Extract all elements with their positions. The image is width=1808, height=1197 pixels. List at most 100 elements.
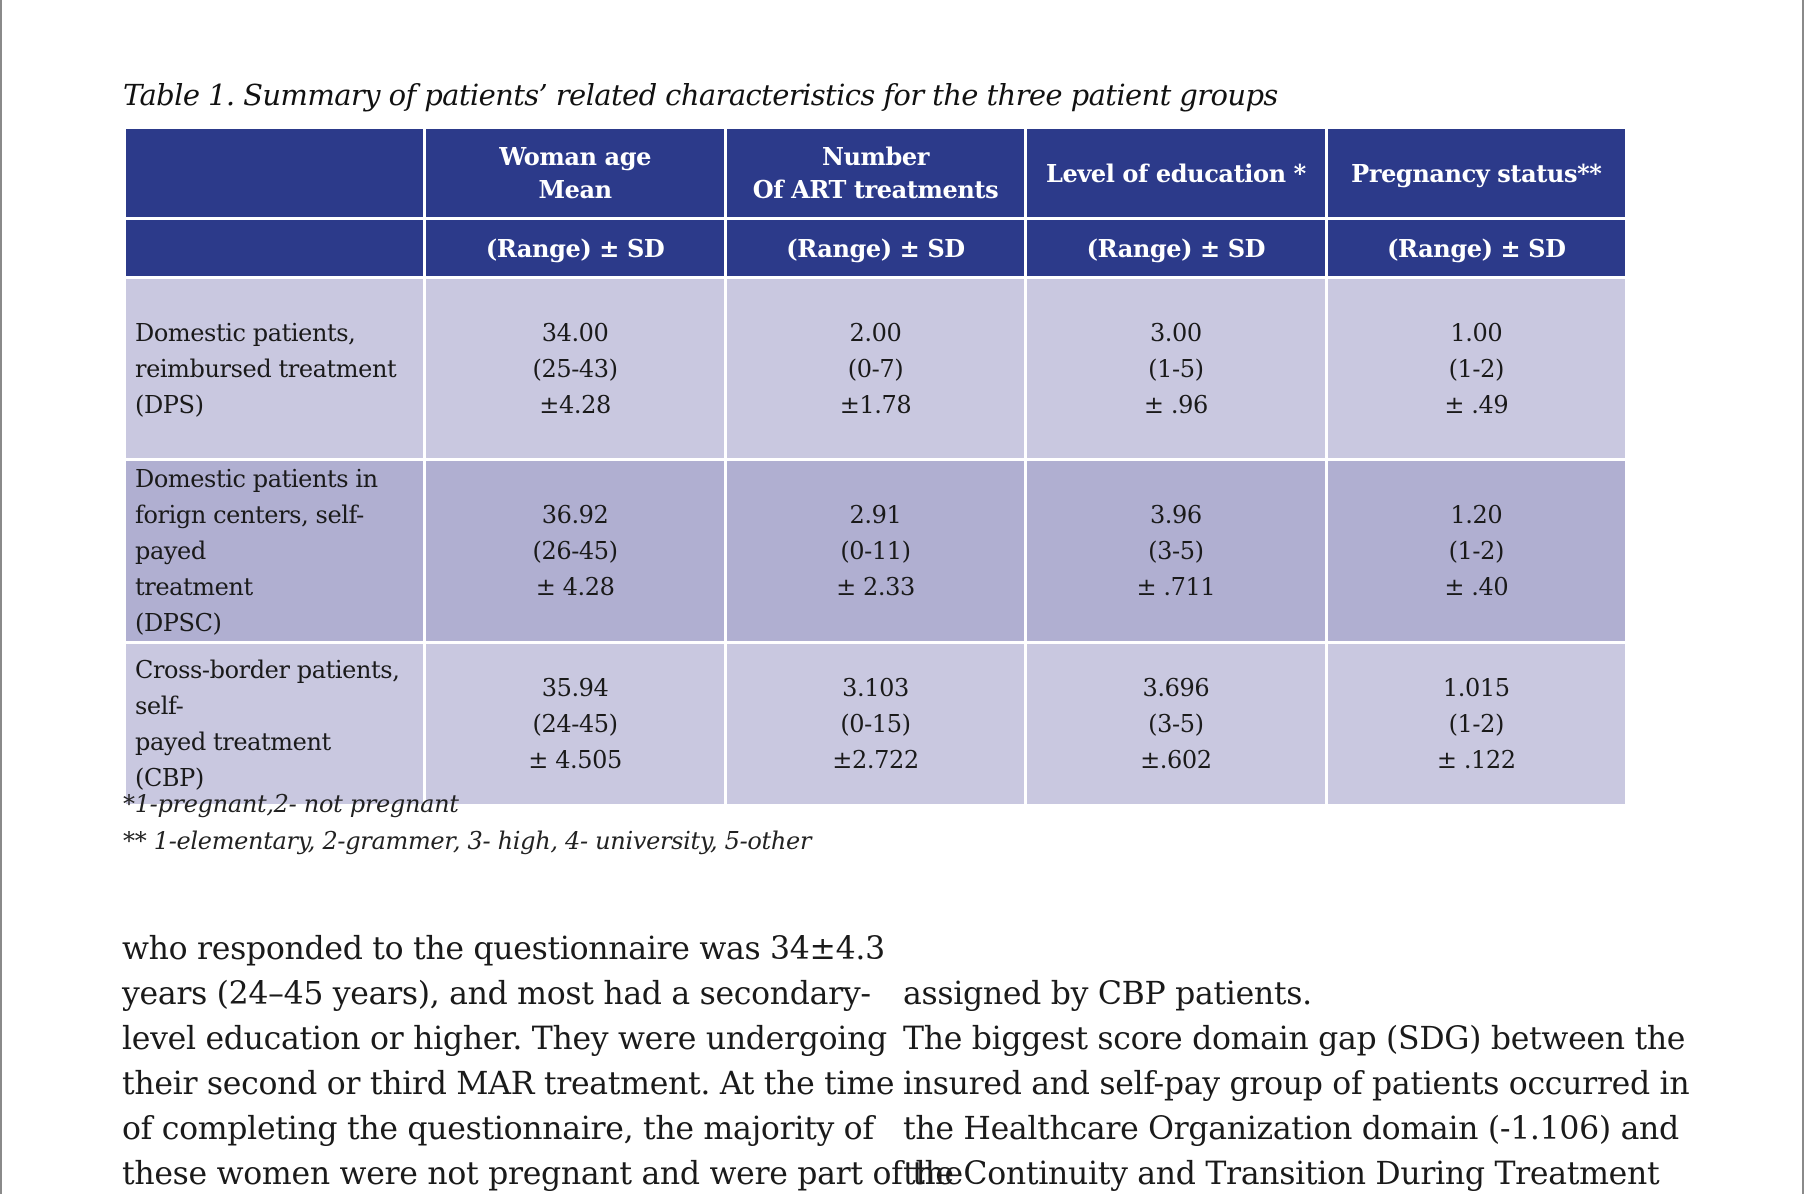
body-line: who responded to the questionnaire was 3… [122,931,885,967]
cell-range: (25-43) [532,354,619,383]
row-label: Domestic patients, reimbursed treatment … [122,276,427,461]
header-line: Level of education * [1045,158,1306,188]
table-footnotes: *1-pregnant,2- not pregnant ** 1-element… [123,786,811,860]
body-line: insured and self-pay group of patients o… [903,1066,1690,1102]
cell-sd: ± .96 [1143,390,1208,419]
data-cell: 3.00 (1-5) ± .96 [1024,276,1328,461]
body-text-left-column: who responded to the questionnaire was 3… [122,927,963,1197]
data-cell: 3.96 (3-5) ± .711 [1024,458,1328,644]
cell-mean: 2.91 [849,501,902,529]
header-number-art: Number Of ART treatments [723,126,1028,220]
label-line: (CBP) [135,764,204,792]
cell-mean: 1.00 [1450,318,1503,347]
label-line: (DPSC) [135,609,222,637]
cell-sd: ±1.78 [839,390,912,419]
label-line: Cross-border patients, self- [135,656,400,720]
table-row-dps: Domestic patients, reimbursed treatment … [122,276,1629,461]
footnote-pregnancy: *1-pregnant,2- not pregnant [123,790,459,818]
footnote-education: ** 1-elementary, 2-grammer, 3- high, 4- … [123,827,812,855]
subheader-cell: (Range) ± SD [423,217,727,279]
cell-sd: ± .122 [1436,746,1516,774]
cell-range: (26-45) [532,537,619,565]
data-cell: 1.015 (1-2) ± .122 [1324,641,1629,807]
cell-range: (1-2) [1448,354,1505,383]
data-cell: 34.00 (25-43) ±4.28 [423,276,727,461]
table-caption: Table 1. Summary of patients’ related ch… [123,78,1278,112]
data-cell: 1.20 (1-2) ± .40 [1324,458,1629,644]
cell-mean: 3.96 [1149,501,1202,529]
header-line: Woman age [499,142,651,171]
cell-sd: ± 4.505 [528,746,622,774]
cell-mean: 1.015 [1442,674,1510,702]
data-cell: 3.103 (0-15) ±2.722 [723,641,1028,807]
cell-sd: ± .711 [1136,573,1216,601]
data-cell: 36.92 (26-45) ± 4.28 [423,458,727,644]
cell-range: (0-11) [840,537,911,565]
header-line: Pregnancy status** [1351,158,1602,188]
data-cell: 2.00 (0-7) ±1.78 [723,276,1028,461]
table-header-row: Woman age Mean Number Of ART treatments … [122,126,1629,220]
cell-sd: ±4.28 [539,390,611,419]
body-line: assigned by CBP patients. [903,976,1312,1012]
cell-sd: ± 4.28 [535,573,615,601]
cell-mean: 3.00 [1149,318,1202,347]
cell-sd: ±2.722 [832,746,919,774]
cell-range: (0-7) [847,354,904,383]
subheader-cell: (Range) ± SD [723,217,1028,279]
cell-range: (3-5) [1148,537,1204,565]
subheader-cell: (Range) ± SD [1024,217,1328,279]
body-line: these women were not pregnant and were p… [122,1156,963,1192]
data-cell: 3.696 (3-5) ±.602 [1024,641,1328,807]
row-label: Cross-border patients, self- payed treat… [122,641,427,807]
cell-range: (3-5) [1148,710,1204,738]
cell-sd: ± .40 [1444,573,1509,601]
cell-mean: 36.92 [541,501,609,529]
cell-sd: ±.602 [1140,746,1212,774]
header-line: Of ART treatments [752,175,999,204]
body-line: years (24–45 years), and most had a seco… [122,976,871,1012]
cell-mean: 1.20 [1450,501,1503,529]
table-row-dpsc: Domestic patients in forign centers, sel… [122,458,1629,644]
body-text-right-column: assigned by CBP patients. The biggest sc… [903,972,1690,1197]
header-line: Mean [538,175,612,204]
header-pregnancy: Pregnancy status** [1324,126,1629,220]
cell-range: (0-15) [840,710,911,738]
data-cell: 1.00 (1-2) ± .49 [1324,276,1629,461]
body-line: the Healthcare Organization domain (-1.1… [903,1111,1679,1147]
body-line: of completing the questionnaire, the maj… [122,1111,874,1147]
header-line: Number [821,142,930,171]
label-line: forign centers, self-payed [135,501,364,565]
label-line: payed treatment [135,728,331,756]
body-line: their second or third MAR treatment. At … [122,1066,895,1102]
label-line: treatment [135,573,253,601]
cell-range: (1-2) [1448,710,1505,738]
cell-mean: 35.94 [541,674,609,702]
table-subheader-row: (Range) ± SD (Range) ± SD (Range) ± SD (… [122,217,1629,279]
cell-mean: 3.696 [1142,674,1210,702]
cell-mean: 3.103 [842,674,909,702]
label-line: Domestic patients in [135,465,378,493]
subheader-cell-empty [122,217,427,279]
cell-range: (1-2) [1448,537,1505,565]
cell-mean: 2.00 [849,318,902,347]
header-woman-age: Woman age Mean [423,126,727,220]
data-cell: 35.94 (24-45) ± 4.505 [423,641,727,807]
subheader-cell: (Range) ± SD [1324,217,1629,279]
body-line: the Continuity and Transition During Tre… [903,1156,1660,1192]
body-line: level education or higher. They were und… [122,1021,887,1057]
label-line: reimbursed treatment (DPS) [135,354,397,419]
characteristics-table: Woman age Mean Number Of ART treatments … [122,126,1629,807]
header-education: Level of education * [1024,126,1328,220]
cell-range: (24-45) [532,710,619,738]
cell-mean: 34.00 [541,318,609,347]
data-cell: 2.91 (0-11) ± 2.33 [723,458,1028,644]
cell-range: (1-5) [1148,354,1204,383]
header-cell-empty [122,126,427,220]
label-line: Domestic patients, [135,318,356,347]
cell-sd: ± 2.33 [836,573,915,601]
body-line: The biggest score domain gap (SDG) betwe… [903,1021,1686,1057]
table-row-cbp: Cross-border patients, self- payed treat… [122,641,1629,807]
row-label: Domestic patients in forign centers, sel… [122,458,427,644]
cell-sd: ± .49 [1444,390,1509,419]
